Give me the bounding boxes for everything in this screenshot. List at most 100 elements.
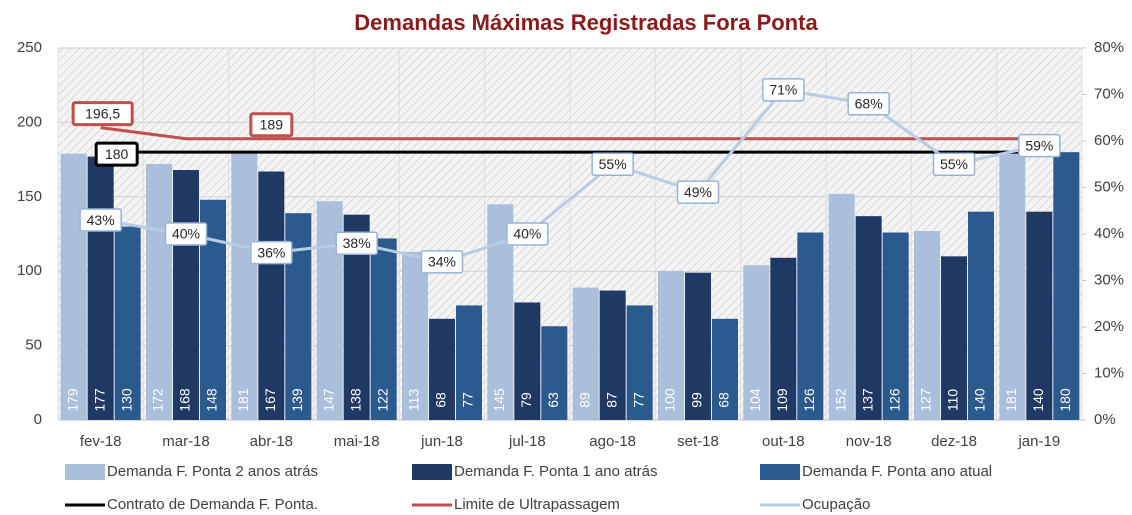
y2-tick-label: 30% — [1094, 271, 1124, 288]
bar — [514, 302, 541, 420]
data-label: 59% — [1025, 137, 1053, 153]
bar-label: 181 — [235, 388, 251, 412]
legend-swatch — [760, 464, 800, 480]
label-box — [506, 222, 549, 246]
data-label: 196,5 — [85, 105, 120, 121]
y2-tick-label: 80% — [1094, 39, 1124, 56]
bar-label: 68 — [716, 392, 732, 408]
label-box — [676, 180, 720, 204]
x-tick-label: nov-18 — [846, 433, 892, 450]
bar — [770, 257, 797, 420]
legend-label: Demanda F. Ponta 2 anos atrás — [107, 463, 318, 480]
label-box — [164, 222, 208, 246]
bar — [60, 153, 87, 420]
data-label: 40% — [513, 226, 541, 242]
bar — [658, 271, 684, 420]
legend-label: Demanda F. Ponta ano atual — [802, 463, 992, 480]
bar-label: 181 — [1003, 388, 1019, 412]
bar-label: 127 — [918, 388, 934, 412]
data-label: 71% — [769, 82, 797, 98]
bar-label: 89 — [576, 392, 592, 408]
bar — [941, 256, 967, 420]
y-tick-label: 250 — [17, 39, 42, 56]
bar-label: 138 — [347, 388, 363, 412]
bar-label: 140 — [972, 388, 988, 412]
bar-label: 122 — [374, 388, 390, 412]
bar-label: 63 — [545, 392, 561, 408]
y-tick-label: 0 — [34, 411, 42, 428]
data-label: 189 — [260, 116, 284, 132]
bar-label: 152 — [832, 388, 848, 412]
bar-label: 68 — [433, 392, 449, 408]
bar — [599, 290, 626, 420]
bar-label: 179 — [64, 388, 80, 412]
bar-label: 147 — [320, 388, 336, 412]
x-tick-label: dez-18 — [931, 433, 977, 450]
bar-label: 87 — [603, 392, 619, 408]
bar-label: 145 — [491, 388, 507, 412]
bar — [146, 164, 172, 420]
legend-label: Limite de Ultrapassagem — [454, 496, 620, 513]
bar — [456, 305, 482, 420]
data-label: 34% — [428, 254, 456, 270]
bar — [1026, 211, 1053, 420]
label-box — [249, 112, 294, 138]
bar — [882, 232, 909, 420]
bar — [626, 305, 653, 420]
label-box — [94, 141, 139, 167]
bar-label: 140 — [1030, 388, 1046, 412]
legend-label: Ocupação — [802, 496, 870, 513]
label-box — [71, 101, 134, 127]
x-tick-label: jul-18 — [508, 433, 546, 450]
bar-label: 109 — [774, 388, 790, 412]
label-box — [250, 240, 293, 265]
x-tick-label: mar-18 — [162, 433, 210, 450]
bar-label: 172 — [150, 388, 166, 412]
bar — [1053, 152, 1080, 420]
bar — [855, 216, 882, 420]
bar-label: 113 — [406, 389, 422, 412]
y2-tick-label: 70% — [1094, 85, 1124, 102]
label-box — [335, 231, 378, 256]
y-tick-label: 200 — [17, 113, 42, 130]
bar — [370, 238, 397, 420]
x-tick-label: abr-18 — [250, 433, 293, 450]
bar-label: 177 — [91, 388, 107, 412]
y2-tick-label: 10% — [1094, 364, 1124, 381]
bar-label: 167 — [262, 388, 278, 412]
bar — [914, 231, 940, 420]
bar-label: 99 — [689, 392, 705, 408]
bar — [685, 272, 711, 420]
legend-swatch — [412, 464, 452, 480]
label-box — [762, 78, 805, 102]
bar-label: 100 — [662, 388, 678, 412]
x-tick-label: mai-18 — [334, 433, 380, 450]
bar-label: 168 — [177, 388, 193, 412]
y2-tick-label: 20% — [1094, 318, 1124, 335]
data-label: 38% — [343, 235, 371, 251]
y2-tick-label: 40% — [1094, 225, 1124, 242]
bar — [743, 265, 770, 420]
label-box — [420, 250, 464, 274]
data-label: 40% — [172, 226, 200, 242]
label-box — [591, 152, 634, 176]
data-label: 55% — [599, 156, 627, 172]
bar-label: 139 — [289, 388, 305, 412]
x-tick-label: jan-19 — [1017, 433, 1060, 450]
data-label: 49% — [684, 184, 712, 200]
data-label: 180 — [105, 146, 129, 162]
x-tick-label: jun-18 — [420, 433, 463, 450]
y-tick-label: 50 — [25, 337, 42, 354]
bar-label: 130 — [118, 388, 134, 412]
y2-tick-label: 0% — [1094, 411, 1116, 428]
bar-label: 126 — [801, 388, 817, 412]
label-box — [932, 152, 976, 176]
bar — [572, 287, 599, 420]
bar — [828, 193, 855, 420]
bar-label: 104 — [747, 388, 763, 412]
bar — [87, 156, 114, 420]
label-box — [1018, 133, 1061, 158]
x-tick-label: set-18 — [677, 433, 719, 450]
data-label: 55% — [940, 156, 968, 172]
